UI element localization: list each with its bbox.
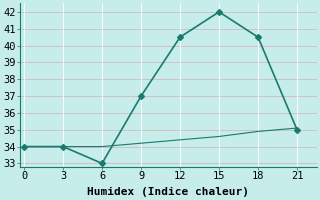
X-axis label: Humidex (Indice chaleur): Humidex (Indice chaleur) — [87, 186, 249, 197]
